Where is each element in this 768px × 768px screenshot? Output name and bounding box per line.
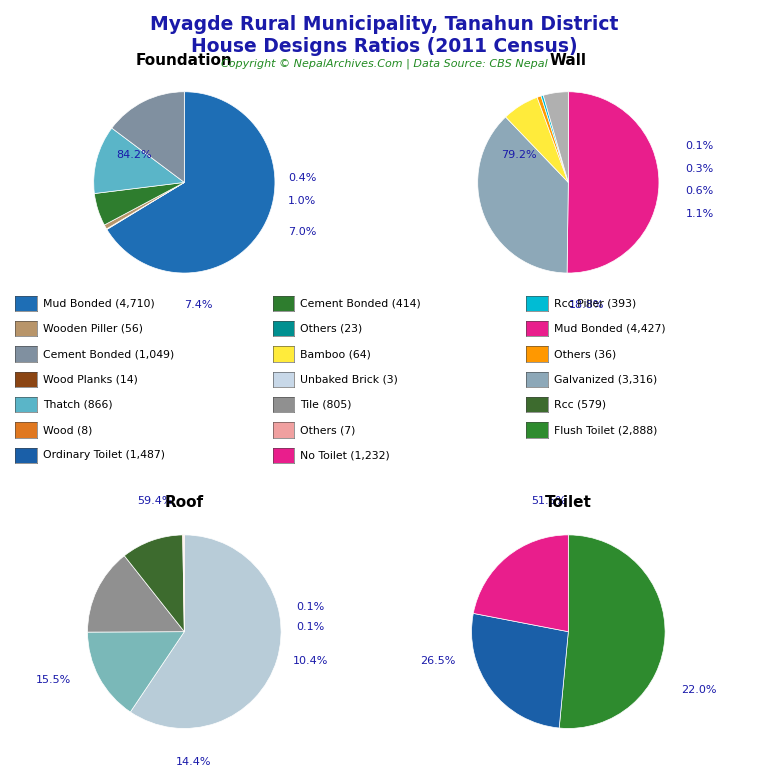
Text: 18.8%: 18.8% [568, 300, 604, 310]
Text: Unbaked Brick (3): Unbaked Brick (3) [300, 374, 398, 385]
Text: 0.4%: 0.4% [288, 173, 316, 183]
Text: Others (36): Others (36) [554, 349, 616, 359]
Title: Toilet: Toilet [545, 495, 592, 509]
Text: 0.1%: 0.1% [296, 602, 324, 613]
Wedge shape [107, 183, 184, 230]
Text: Bamboo (64): Bamboo (64) [300, 349, 371, 359]
Text: Mud Bonded (4,710): Mud Bonded (4,710) [43, 298, 155, 309]
Text: 26.5%: 26.5% [420, 656, 455, 666]
Wedge shape [112, 91, 184, 183]
Wedge shape [183, 535, 184, 631]
Wedge shape [537, 96, 568, 183]
Text: 84.2%: 84.2% [117, 151, 152, 161]
Text: Myagde Rural Municipality, Tanahun District: Myagde Rural Municipality, Tanahun Distr… [150, 15, 618, 35]
Text: No Toilet (1,232): No Toilet (1,232) [300, 450, 390, 461]
Text: Wooden Piller (56): Wooden Piller (56) [43, 323, 143, 334]
Wedge shape [94, 183, 184, 225]
Text: Cement Bonded (414): Cement Bonded (414) [300, 298, 421, 309]
Text: 79.2%: 79.2% [501, 151, 536, 161]
Title: Roof: Roof [165, 495, 204, 509]
Wedge shape [107, 92, 275, 273]
Text: 22.0%: 22.0% [681, 685, 717, 695]
Wedge shape [567, 92, 659, 273]
Text: Others (7): Others (7) [300, 425, 356, 435]
Text: 0.1%: 0.1% [686, 141, 713, 151]
Text: 51.5%: 51.5% [531, 496, 567, 506]
Wedge shape [131, 535, 281, 728]
Text: Rcc (579): Rcc (579) [554, 399, 606, 410]
Text: House Designs Ratios (2011 Census): House Designs Ratios (2011 Census) [190, 37, 578, 56]
Text: 1.1%: 1.1% [686, 209, 713, 219]
Text: Galvanized (3,316): Galvanized (3,316) [554, 374, 657, 385]
Text: Ordinary Toilet (1,487): Ordinary Toilet (1,487) [43, 450, 165, 461]
Wedge shape [472, 614, 568, 728]
Text: 0.3%: 0.3% [686, 164, 713, 174]
Wedge shape [104, 183, 184, 229]
Text: Wood (8): Wood (8) [43, 425, 92, 435]
Wedge shape [559, 535, 665, 728]
Wedge shape [473, 535, 568, 631]
Text: Rcc Piller (393): Rcc Piller (393) [554, 298, 636, 309]
Wedge shape [505, 98, 568, 183]
Wedge shape [88, 631, 184, 712]
Title: Wall: Wall [550, 53, 587, 68]
Text: Others (23): Others (23) [300, 323, 362, 334]
Text: 7.4%: 7.4% [184, 300, 212, 310]
Wedge shape [541, 95, 568, 183]
Wedge shape [94, 128, 184, 194]
Text: 59.4%: 59.4% [137, 496, 173, 506]
Text: 1.0%: 1.0% [288, 196, 316, 206]
Text: Thatch (866): Thatch (866) [43, 399, 113, 410]
Text: Flush Toilet (2,888): Flush Toilet (2,888) [554, 425, 657, 435]
Text: Cement Bonded (1,049): Cement Bonded (1,049) [43, 349, 174, 359]
Title: Foundation: Foundation [136, 53, 233, 68]
Wedge shape [124, 535, 184, 631]
Text: 0.1%: 0.1% [296, 622, 324, 632]
Wedge shape [543, 92, 568, 183]
Text: Wood Planks (14): Wood Planks (14) [43, 374, 138, 385]
Text: Tile (805): Tile (805) [300, 399, 352, 410]
Text: 15.5%: 15.5% [36, 675, 71, 685]
Wedge shape [478, 117, 568, 273]
Text: Copyright © NepalArchives.Com | Data Source: CBS Nepal: Copyright © NepalArchives.Com | Data Sou… [220, 58, 548, 69]
Wedge shape [88, 556, 184, 632]
Text: 7.0%: 7.0% [288, 227, 316, 237]
Text: 0.6%: 0.6% [686, 187, 713, 197]
Text: 14.4%: 14.4% [176, 757, 212, 767]
Text: Mud Bonded (4,427): Mud Bonded (4,427) [554, 323, 665, 334]
Text: 10.4%: 10.4% [293, 656, 328, 666]
